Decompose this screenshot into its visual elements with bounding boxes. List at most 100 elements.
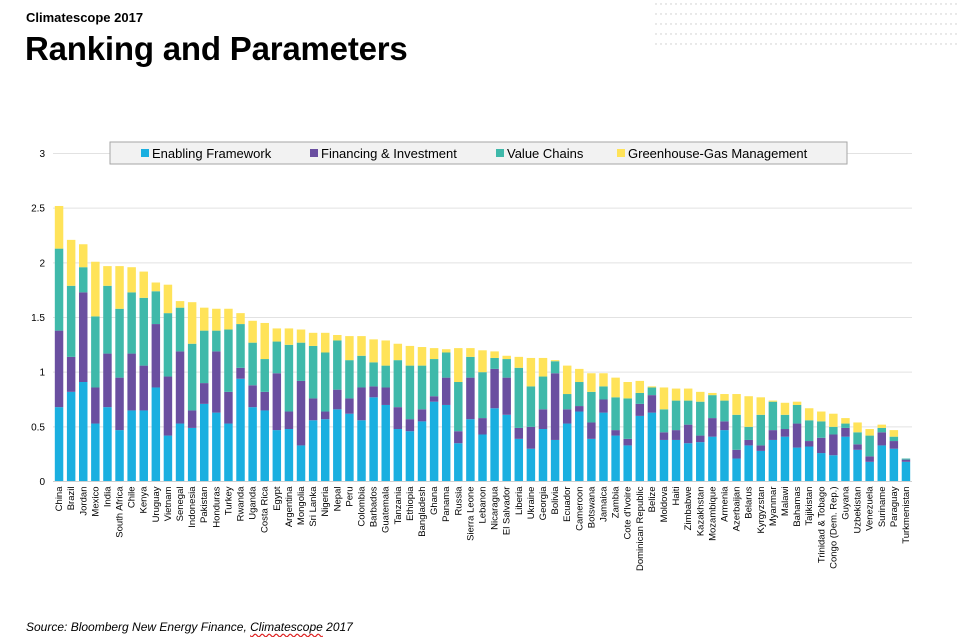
bar-segment <box>792 447 802 482</box>
bar-segment <box>599 399 608 413</box>
bar-segment <box>865 461 874 482</box>
bar-segment <box>369 386 378 398</box>
bar-segment <box>54 407 64 482</box>
grid-dot <box>715 23 717 25</box>
bar-segment <box>212 412 221 482</box>
bar-segment <box>647 395 657 413</box>
grid-dot <box>920 33 922 35</box>
grid-dot <box>835 33 837 35</box>
grid-dot <box>770 33 772 35</box>
bar-segment <box>829 426 838 435</box>
bar-segment <box>200 383 209 404</box>
bar-segment <box>732 394 741 415</box>
grid-dot <box>765 13 767 15</box>
bar-segment <box>151 282 161 292</box>
grid-dot <box>955 3 957 5</box>
x-tick-label: Jordan <box>78 487 89 516</box>
grid-dot <box>890 13 892 15</box>
x-tick-label: Myanmar <box>768 487 779 527</box>
bar-segment <box>804 446 814 482</box>
bar-segment <box>853 449 862 482</box>
bar-segment <box>841 436 850 482</box>
bar-segment <box>768 430 778 440</box>
bar-segment <box>671 400 681 431</box>
bar-segment <box>696 391 705 402</box>
legend-swatch <box>310 149 318 157</box>
grid-dot <box>830 33 832 35</box>
bar-segment <box>865 435 874 457</box>
grid-dot <box>770 43 772 45</box>
bar-segment <box>550 360 560 362</box>
bar-segment <box>429 401 439 482</box>
bar-segment <box>756 397 765 415</box>
grid-dot <box>825 23 827 25</box>
bar-segment <box>248 342 257 386</box>
grid-dot <box>705 43 707 45</box>
grid-dot <box>935 43 937 45</box>
bar-segment <box>66 285 76 357</box>
bar-segment <box>175 301 185 308</box>
grid-dot <box>820 3 822 5</box>
grid-dot <box>700 23 702 25</box>
x-tick-label: South Africa <box>115 486 126 538</box>
x-tick-label: Armenia <box>719 486 730 522</box>
bar-segment <box>115 266 124 309</box>
bar-segment <box>502 414 511 482</box>
grid-dot <box>910 3 912 5</box>
bar-segment <box>889 436 899 442</box>
bar-segment <box>369 362 378 387</box>
grid-dot <box>810 33 812 35</box>
grid-dot <box>885 23 887 25</box>
grid-dot <box>680 3 682 5</box>
grid-dot <box>740 23 742 25</box>
grid-dot <box>890 23 892 25</box>
grid-dot <box>720 13 722 15</box>
bar-segment <box>91 316 100 388</box>
grid-dot <box>840 13 842 15</box>
grid-dot <box>770 3 772 5</box>
bar-segment <box>357 387 366 421</box>
grid-dot <box>865 43 867 45</box>
bar-segment <box>611 377 620 398</box>
bar-segment <box>768 439 778 482</box>
grid-dot <box>870 13 872 15</box>
legend-swatch <box>617 149 625 157</box>
report-kicker: Climatescope 2017 <box>26 10 144 25</box>
bar-segment <box>345 398 354 414</box>
bar-segment <box>345 336 354 361</box>
legend-swatch <box>496 149 504 157</box>
bar-segment <box>127 292 136 354</box>
bar-segment <box>151 291 161 325</box>
bar-segment <box>804 408 814 421</box>
bar-segment <box>502 359 511 378</box>
x-tick-label: Mexico <box>90 487 101 517</box>
y-tick-label: 1.5 <box>31 313 45 324</box>
bar-segment <box>405 365 415 420</box>
grid-dot <box>895 3 897 5</box>
x-tick-label: Venezuela <box>865 486 876 531</box>
bar-segment <box>345 413 354 482</box>
source-word: Climatescope <box>250 620 323 634</box>
grid-dot <box>855 13 857 15</box>
grid-dot <box>750 33 752 35</box>
grid-dot <box>905 43 907 45</box>
grid-dot <box>865 3 867 5</box>
grid-dot <box>685 3 687 5</box>
grid-dot <box>855 23 857 25</box>
grid-dot <box>885 3 887 5</box>
bar-segment <box>720 421 729 431</box>
bar-segment <box>115 377 124 431</box>
bar-segment <box>877 424 886 428</box>
grid-dot <box>910 23 912 25</box>
grid-dot <box>685 23 687 25</box>
bar-segment <box>635 403 645 416</box>
bar-segment <box>284 344 294 412</box>
grid-dot <box>940 33 942 35</box>
bar-segment <box>659 432 669 440</box>
grid-dot <box>845 33 847 35</box>
bar-segment <box>272 341 282 374</box>
grid-dot <box>700 33 702 35</box>
x-tick-label: Uganda <box>248 486 259 520</box>
bar-segment <box>671 388 681 401</box>
bar-segment <box>575 382 584 407</box>
